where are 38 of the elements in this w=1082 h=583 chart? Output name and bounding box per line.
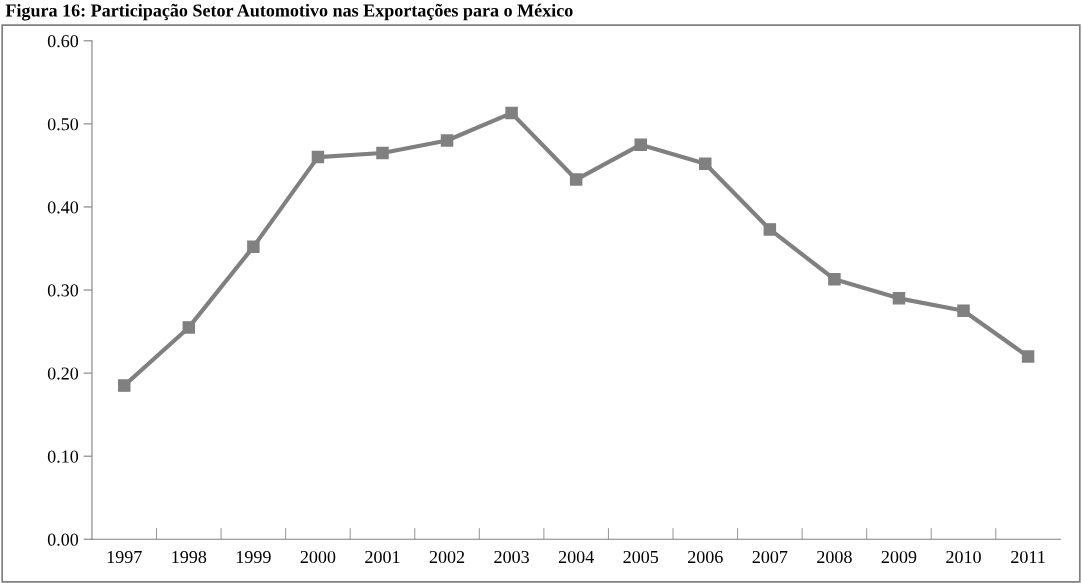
x-tick-label: 1999 (236, 550, 271, 564)
point (957, 304, 970, 318)
x-tick-label: 2005 (623, 550, 659, 564)
point (505, 106, 518, 120)
point (569, 173, 583, 186)
x-tick-label: 1997 (107, 550, 142, 564)
x-tick-label: 2007 (752, 550, 788, 564)
y-tick-label: 0.30 (47, 284, 79, 297)
y-tick-label: 0.60 (47, 35, 79, 48)
point (117, 379, 131, 392)
y-tick-label: 0.40 (47, 201, 79, 214)
y-tick-label: 0.50 (47, 118, 79, 131)
y-tick-label: 0.10 (47, 450, 79, 463)
y-tick-label: 0.00 (47, 533, 79, 546)
point (376, 146, 389, 160)
x-tick-label: 2004 (558, 550, 594, 564)
chart-title: Figura 16: Participação Setor Automotivo nas Exportações para o México (5, 3, 573, 21)
point (1021, 350, 1035, 363)
x-tick-label: 1998 (172, 550, 207, 564)
x-tick-label: 2003 (494, 550, 529, 564)
point (892, 292, 906, 305)
x-tick-label: 2009 (881, 550, 917, 564)
point (311, 150, 325, 164)
x-tick-label: 2011 (1011, 550, 1045, 564)
point (182, 321, 196, 334)
point (828, 272, 841, 286)
point (440, 134, 454, 147)
point (699, 157, 712, 171)
x-tick-label: 2000 (300, 550, 336, 564)
y-tick-label: 0.20 (47, 367, 79, 380)
point (247, 240, 260, 254)
x-tick-label: 2010 (946, 550, 981, 564)
x-tick-label: 2002 (429, 550, 465, 564)
x-tick-label: 2006 (688, 550, 723, 564)
x-tick-label: 2001 (365, 550, 400, 564)
point (634, 138, 647, 151)
x-tick-label: 2008 (817, 550, 852, 564)
point (763, 223, 777, 236)
